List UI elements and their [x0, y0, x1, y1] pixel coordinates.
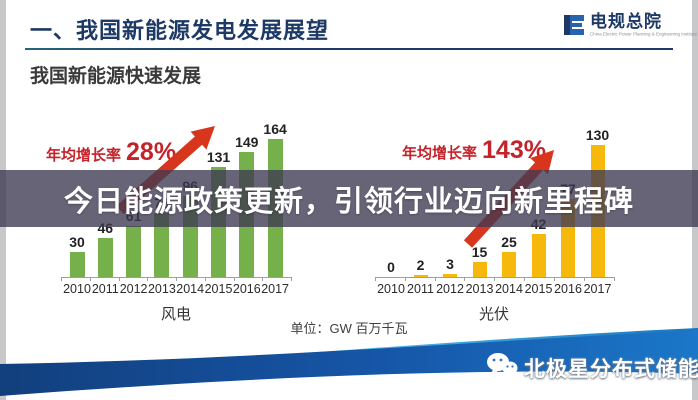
axis-tick — [89, 277, 91, 281]
year-label: 2017 — [261, 282, 289, 296]
year-label: 2012 — [119, 282, 148, 296]
wave-body — [0, 330, 698, 396]
bar-value-label: 15 — [471, 244, 488, 260]
bar — [531, 234, 546, 277]
year-label: 2012 — [436, 282, 464, 296]
epi-logo-icon — [562, 13, 586, 42]
bar-value-label: 164 — [263, 121, 287, 137]
bar — [413, 275, 428, 277]
section-heading: 我国新能源快速发展 — [30, 66, 202, 87]
watermark: 北极星分布式储能 — [486, 352, 698, 383]
org-logo-subtext: China Electric Power Planning & Engineer… — [590, 32, 698, 38]
axis-tick — [147, 277, 149, 281]
axis-tick — [375, 277, 376, 281]
bar — [126, 226, 142, 277]
overlay-banner-text: 今日能源政策更新，引领行业迈向新里程碑 — [63, 185, 634, 218]
bar-value-label: 2 — [416, 257, 425, 273]
year-label: 2017 — [583, 282, 612, 296]
org-logo: 电规总院 China Electric Power Planning & Eng… — [562, 13, 698, 42]
title-divider — [25, 48, 673, 50]
bar — [97, 238, 113, 277]
bar — [443, 274, 457, 277]
year-label: 2016 — [554, 282, 582, 296]
bar-value-label: 25 — [501, 234, 517, 250]
year-label: 2011 — [407, 282, 434, 296]
axis-tick — [434, 277, 436, 281]
axis-tick — [524, 277, 526, 281]
axis-tick — [118, 277, 120, 281]
org-logo-name: 电规总院 — [590, 12, 662, 31]
axis-tick — [494, 277, 496, 281]
axis-tick — [583, 277, 585, 281]
growth-rate: 143% — [482, 136, 546, 164]
axis-tick — [204, 277, 206, 281]
watermark-text: 北极星分布式储能 — [524, 357, 698, 381]
bar-value-label: 149 — [235, 134, 259, 150]
footer-wave — [0, 328, 698, 396]
axis-tick — [233, 277, 235, 281]
year-label: 2013 — [147, 282, 176, 296]
year-label: 2013 — [465, 282, 494, 296]
axis-tick — [464, 277, 466, 281]
bar — [69, 252, 85, 277]
bar-value-label: 30 — [69, 234, 85, 250]
overlay-banner: 今日能源政策更新，引领行业迈向新里程碑 — [0, 170, 698, 227]
page-title: 一、我国新能源发电发展展望 — [30, 18, 330, 43]
year-label: 2014 — [176, 282, 205, 296]
axis-tick — [613, 277, 615, 281]
bar — [502, 252, 516, 277]
bar — [472, 262, 487, 277]
bar-value-label: 131 — [206, 149, 231, 165]
bar-value-label: 130 — [585, 127, 610, 143]
growth-annotation: 年均增长率 143% — [402, 136, 546, 165]
chart-title: 风电 — [160, 306, 191, 323]
bar-value-label: 0 — [387, 259, 395, 275]
wechat-icon — [486, 352, 518, 383]
axis-tick — [553, 277, 555, 281]
unit-note: 单位：GW 百万千瓦 — [290, 321, 408, 336]
year-label: 2010 — [377, 282, 405, 296]
growth-label: 年均增长率 — [46, 147, 122, 164]
growth-rate: 28% — [126, 138, 177, 166]
growth-label: 年均增长率 — [402, 145, 478, 162]
year-label: 2011 — [91, 282, 119, 296]
axis-tick — [176, 277, 178, 281]
growth-annotation: 年均增长率 28% — [46, 138, 176, 167]
axis-tick — [61, 277, 62, 281]
chart-title: 光伏 — [478, 306, 509, 323]
axis-tick — [262, 277, 264, 281]
year-label: 2010 — [63, 282, 91, 296]
year-label: 2014 — [495, 282, 523, 296]
year-label: 2016 — [232, 282, 261, 296]
bar — [154, 213, 170, 277]
year-label: 2015 — [524, 282, 553, 296]
axis-tick — [291, 277, 293, 281]
bar-value-label: 3 — [446, 256, 454, 272]
year-label: 2015 — [204, 282, 233, 296]
axis-tick — [404, 277, 406, 281]
